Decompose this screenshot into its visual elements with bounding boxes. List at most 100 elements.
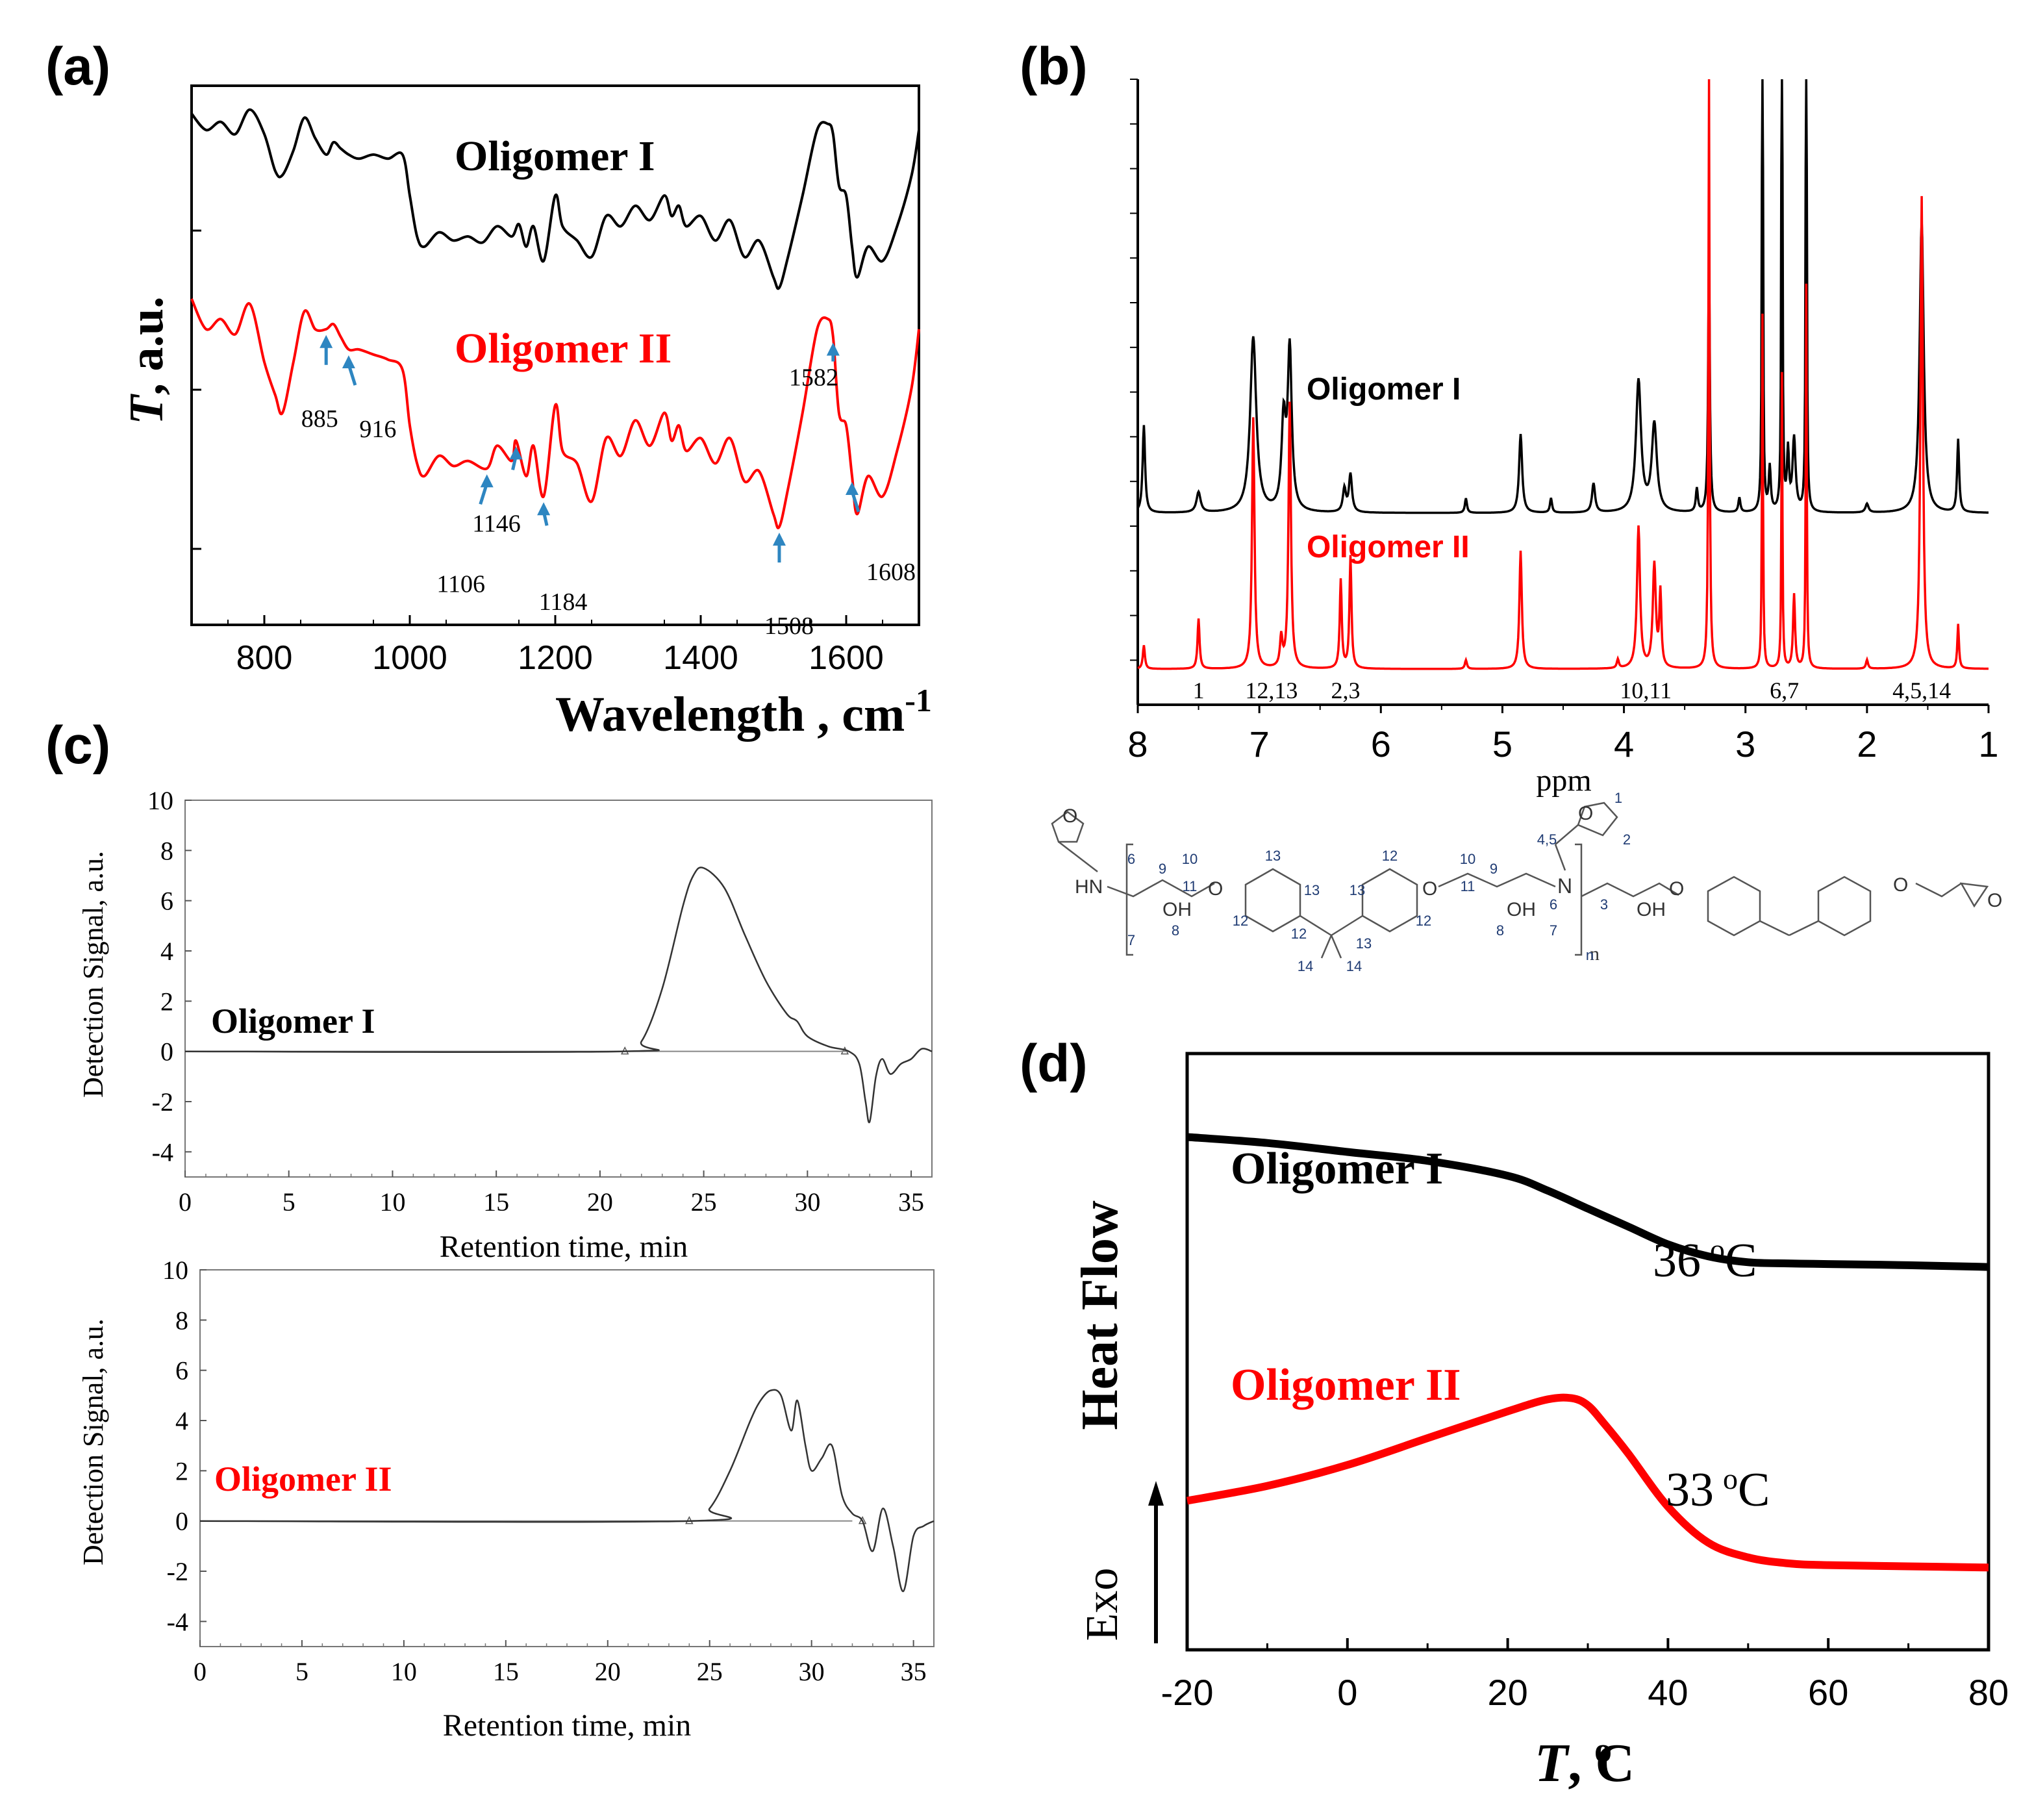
panel-a-legend-oligomer-i: Oligomer I: [455, 133, 655, 180]
panel-b-x-tick-label: 2: [1857, 724, 1877, 765]
left-furan-ring: [1051, 811, 1085, 843]
panel-c-label: (c): [45, 716, 110, 775]
structure-position-label: 7: [1127, 932, 1135, 948]
annotation-33-degree: o: [1723, 1462, 1738, 1495]
panel-d-x-axis-label-t: T: [1535, 1733, 1570, 1793]
exo-arrow-icon: [1148, 1481, 1164, 1506]
panel-b-legend-oligomer-ii: Oligomer II: [1307, 530, 1470, 564]
panel-b-peak-labels: 1 12,13 2,3 10,11 6,7 4,5,14: [1193, 677, 1952, 703]
right-furan-oxygen: O: [1578, 803, 1593, 824]
annotation-arrow-head: [509, 446, 523, 460]
gpc-x-tick-label: 35: [901, 1657, 927, 1686]
o-end: O: [1893, 874, 1908, 896]
panel-d-annotation-33: 33 oC: [1666, 1462, 1770, 1517]
nmr-peak-label: 12,13: [1245, 677, 1298, 703]
panel-d-x-tick-label: 0: [1337, 1672, 1357, 1713]
panel-b-y-ticks: [1130, 79, 1138, 661]
annotation-36-value: 36: [1653, 1234, 1701, 1287]
annotation-arrow-head: [342, 355, 355, 368]
gpc-y-tick-label: -4: [152, 1137, 173, 1167]
chain-left: [1107, 879, 1215, 898]
panel-a-series-oligomer-i: [190, 108, 920, 290]
panel-c-lower-x-axis-label: Retention time, min: [443, 1708, 692, 1743]
panel-d-series-oligomer-i: [1186, 1133, 1989, 1271]
structure-position-label: 2: [1623, 831, 1631, 848]
third-benzene-ring: [1707, 876, 1761, 937]
panel-a-annotations: 885 916 1106 1146 1184 1508 1582 1608: [301, 335, 916, 640]
annotation-arrow-head: [320, 335, 333, 348]
gpc-x-tick-label: 25: [691, 1187, 717, 1217]
structure-position-label: 10: [1182, 851, 1198, 867]
gpc-y-tick-label: -4: [167, 1607, 188, 1636]
structure-position-label: 12: [1233, 913, 1248, 929]
structure-position-label: 1: [1614, 790, 1622, 806]
structure-position-label: 6: [1550, 896, 1557, 913]
gpc-y-tick-label: -2: [167, 1557, 188, 1586]
panel-a-x-axis-label-main: Wavelength , cm: [555, 687, 905, 742]
annotation-arrow-head: [480, 474, 494, 488]
panel-a-x-tick-label: 1000: [372, 639, 447, 677]
chemical-structure: O HN OH O O OH N O n OH O O: [1051, 790, 2002, 974]
bond: [1058, 841, 1098, 872]
gpc-x-tick-label: 5: [295, 1657, 308, 1686]
panel-d-y-axis-label-exo: Exo: [1077, 1568, 1127, 1641]
gpc-x-tick-label: 25: [697, 1657, 723, 1686]
bond: [1331, 915, 1363, 937]
gpc-y-tick-label: 6: [160, 887, 173, 916]
panel-d-annotation-36: 36 oC: [1653, 1233, 1757, 1287]
panel-d: (d) -20 0 20 40 60 80 Oligomer I Oligomer II …: [1020, 1034, 2009, 1793]
gpc-x-tick-label: 30: [799, 1657, 825, 1686]
nmr-peak-label: 10,11: [1620, 677, 1672, 703]
panel-a: (a) 800 1000 1200 1400 1600 Oligomer I Oligo…: [45, 37, 932, 742]
bond: [1759, 920, 1790, 937]
gpc-y-tick-label: 0: [175, 1507, 188, 1536]
panel-b-x-tick-label: 8: [1127, 724, 1148, 765]
structure-position-label: 12: [1416, 913, 1431, 929]
gpc-x-tick-label: 10: [391, 1657, 417, 1686]
panel-b: (b) 8 7 6 5 4 3 2 1 Oligomer I Oligomer II 1 12,…: [1020, 37, 1999, 798]
structure-position-label: 13: [1356, 935, 1372, 952]
left-benzene-ring: [1244, 868, 1301, 933]
panel-d-x-tick-label: 20: [1487, 1672, 1527, 1713]
integration-marker: [858, 1515, 867, 1524]
panel-d-legend-oligomer-ii: Oligomer II: [1231, 1360, 1461, 1410]
epoxide-oxygen: O: [1987, 890, 2002, 911]
structure-position-label: 10: [1460, 851, 1475, 867]
annotation-arrow-head: [845, 482, 859, 495]
panel-b-x-tick-label: 1: [1978, 724, 1998, 765]
o-left: O: [1208, 878, 1223, 900]
panel-a-x-ticks: 800 1000 1200 1400 1600: [227, 615, 884, 677]
structure-position-label: 12: [1291, 926, 1307, 942]
panel-b-legend-oligomer-i: Oligomer I: [1307, 372, 1461, 407]
bracket-right: [1575, 843, 1583, 956]
right-furan-ring: [1577, 802, 1618, 837]
panel-c-upper-frame: [184, 800, 933, 1178]
panel-b-x-tick-label: 3: [1735, 724, 1755, 765]
panel-a-x-tick-label: 1200: [518, 639, 593, 677]
gpc-x-tick-label: 15: [493, 1657, 519, 1686]
structure-position-label: 13: [1349, 882, 1365, 898]
structure-position-label: 12: [1382, 848, 1398, 864]
oh-mid: OH: [1507, 899, 1536, 920]
gpc-x-tick-label: 20: [587, 1187, 613, 1217]
annotation-36-degree: o: [1710, 1233, 1725, 1266]
repeat-n: n: [1590, 943, 1600, 965]
left-furan-oxygen: O: [1062, 805, 1077, 827]
nmr-peak-label: 4,5,14: [1892, 677, 1951, 703]
chain-right: [1581, 882, 1679, 898]
structure-position-label: 11: [1183, 878, 1198, 894]
annotation-33-value: 33: [1666, 1463, 1714, 1517]
bond: [1330, 935, 1342, 959]
gpc-y-tick-label: 4: [175, 1406, 188, 1435]
panel-c-upper-x-axis-label: Retention time, min: [440, 1230, 688, 1264]
structure-position-label: 9: [1159, 861, 1166, 877]
panel-a-x-axis-label: Wavelength , cm-1: [555, 682, 932, 742]
o-right: O: [1669, 878, 1684, 900]
gpc-y-tick-label: 10: [162, 1256, 188, 1285]
gpc-y-tick-label: 8: [175, 1306, 188, 1335]
annotation-33-unit: C: [1738, 1463, 1770, 1517]
